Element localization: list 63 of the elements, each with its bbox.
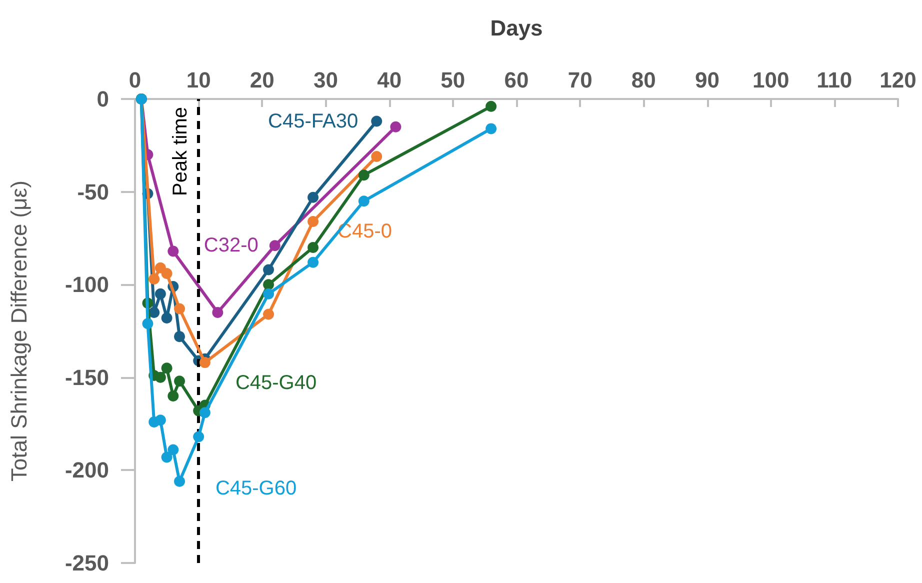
y-axis-title: Total Shrinkage Difference (με) <box>6 180 32 482</box>
y-tick-label: -200 <box>64 458 109 483</box>
series-label: C45-G60 <box>215 478 297 500</box>
point <box>193 431 204 442</box>
x-tick-label: 120 <box>880 68 916 92</box>
point <box>308 216 319 227</box>
point <box>148 274 160 285</box>
point <box>269 240 280 252</box>
point <box>199 407 210 418</box>
x-tick-label: 10 <box>186 68 211 92</box>
point <box>263 308 274 320</box>
ref-line-label: Peak time <box>170 107 192 196</box>
point <box>199 357 210 368</box>
point <box>168 444 179 456</box>
x-tick-label: 20 <box>250 68 274 92</box>
point <box>486 123 497 134</box>
point <box>161 268 172 279</box>
point <box>161 362 172 374</box>
point <box>148 306 160 318</box>
point <box>154 372 166 383</box>
y-tick-label: -50 <box>77 179 109 204</box>
x-tick-label: 90 <box>695 68 720 92</box>
point <box>212 306 224 318</box>
x-tick-label: 110 <box>816 68 852 92</box>
series-label: C32-0 <box>204 234 258 257</box>
point <box>358 170 370 181</box>
x-tick-label: 40 <box>377 68 402 92</box>
point <box>308 192 319 203</box>
y-tick-label: -100 <box>64 272 109 298</box>
series-label: C45-G40 <box>235 372 317 394</box>
point <box>154 414 166 426</box>
x-tick-label: 80 <box>631 68 656 92</box>
point <box>161 452 172 463</box>
x-tick-label: 0 <box>128 68 142 92</box>
x-tick-label: 70 <box>568 68 592 92</box>
point <box>168 390 179 402</box>
series-label: C45-FA30 <box>268 110 358 132</box>
point <box>308 242 319 253</box>
y-tick-label: -250 <box>64 550 109 576</box>
x-tick-label: 30 <box>314 68 338 92</box>
point <box>308 256 319 268</box>
x-axis-title: Days <box>490 16 543 40</box>
point <box>371 116 382 127</box>
point <box>174 303 186 314</box>
point <box>174 376 186 387</box>
x-tick-label: 100 <box>752 68 790 92</box>
point <box>263 288 274 300</box>
point <box>161 312 172 324</box>
point <box>486 100 497 112</box>
point <box>142 318 154 330</box>
point <box>263 279 274 290</box>
point <box>390 121 402 132</box>
point <box>174 331 186 342</box>
point <box>154 288 166 300</box>
point <box>371 151 382 162</box>
point <box>358 196 370 207</box>
x-tick-label: 50 <box>440 68 466 92</box>
point <box>174 476 186 487</box>
point <box>168 246 179 257</box>
y-tick-label: -150 <box>64 364 109 390</box>
point <box>263 264 274 276</box>
y-tick-label: 0 <box>96 86 109 112</box>
x-tick-label: 60 <box>504 68 529 92</box>
